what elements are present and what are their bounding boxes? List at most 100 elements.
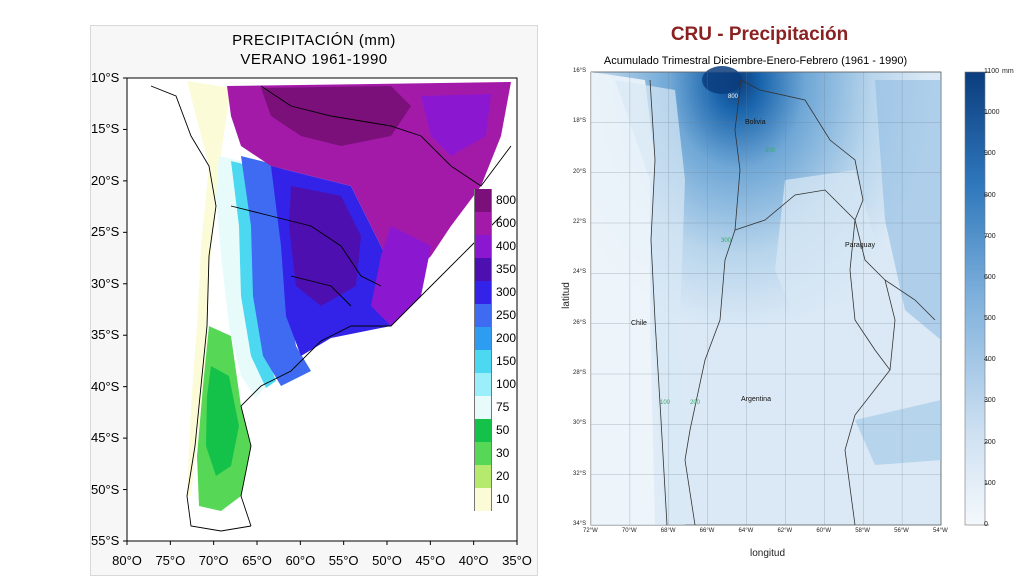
colorbar-tick-label: 100 [984,479,996,487]
legend-swatch [474,281,492,304]
lon-tick-label: 60°W [816,528,832,534]
legend-label: 10 [496,492,510,506]
right-ylabel: latitud [560,282,572,309]
right-borders [649,79,936,526]
lon-tick-label: 72°W [583,528,598,534]
colorbar-tick-label: 0 [984,521,988,528]
legend-label: 30 [496,446,510,460]
lat-tick-label: 28°S [573,370,587,376]
lon-tick-label: 65°O [242,553,272,568]
lat-tick-label: 34°S [573,521,587,527]
lon-tick-label: 45°O [415,553,446,568]
right-map-title: CRU - Precipitación [670,24,849,45]
colorbar-tick-label: 300 [984,397,996,405]
left-legend: 800 600 400 350 300 250 200 150 100 75 50 30 20 10 [474,189,534,539]
lat-tick-label: 24°S [573,269,587,276]
colorbar-tick-label: 800 [984,191,996,199]
left-map-subtitle: VERANO 1961-1990 [240,51,388,68]
colorbar-tick-label: 700 [984,232,996,240]
lon-tick-label: 68°W [660,528,676,534]
right-colorbar-unit: mm [1002,68,1014,75]
lat-tick-label: 10°S [91,70,120,85]
lon-tick-label: 60°O [285,553,316,568]
country-label-bolivia: Bolivia [745,119,766,126]
right-xlabel: longitud [750,548,786,559]
legend-swatch [474,327,492,350]
lat-tick-label: 50°S [91,481,120,497]
lon-tick-label: 55°O [328,553,359,568]
legend-swatch [474,396,492,419]
colorbar-tick-label: 500 [984,315,996,323]
lat-tick-label: 40°S [91,378,120,394]
lat-tick-label: 18°S [573,118,587,125]
legend-swatch [474,235,492,258]
left-coastlines [150,85,512,532]
country-label-chile: Chile [631,320,647,327]
legend-label: 300 [496,285,517,299]
lat-tick-label: 20°S [91,172,120,188]
right-map-canvas [590,66,989,526]
legend-swatch [474,419,492,442]
legend-label: 400 [496,239,517,253]
legend-label: 50 [496,423,510,437]
lon-tick-label: 40°O [458,553,489,568]
legend-label: 20 [496,469,510,483]
colorbar-tick-label: 1100 [984,68,1000,75]
left-ticks [123,77,518,545]
country-label-argentina: Argentina [741,396,771,403]
contour-label: 300 [721,238,732,244]
lon-tick-label: 64°W [738,528,754,534]
legend-swatch [474,189,492,212]
lon-tick-label: 80°O [112,553,142,568]
country-label-paraguay: Paraguay [845,242,875,249]
contour-label: 100 [660,400,671,406]
legend-label: 600 [496,216,517,230]
legend-swatch [474,350,492,373]
lat-tick-label: 45°S [91,430,120,446]
right-cru-map: CRU - Precipitación Acumulado Trimestral… [555,20,1024,576]
lat-tick-label: 25°S [91,224,120,240]
legend-swatch [474,373,492,396]
legend-label: 350 [496,262,517,276]
legend-swatch [474,465,492,488]
legend-label: 150 [496,354,517,368]
left-precipitation-map: PRECIPITACIÓN (mm) VERANO 1961-1990 [90,25,538,576]
legend-swatch [474,212,492,235]
legend-swatch [474,488,492,511]
lat-tick-label: 16°S [573,68,587,74]
contour-label: 500 [765,148,776,154]
lat-tick-label: 15°S [91,121,120,137]
legend-swatch [474,442,492,465]
lon-tick-label: 66°W [699,528,715,534]
lon-tick-label: 50°O [372,553,402,568]
lat-tick-label: 22°S [573,219,587,225]
lat-tick-label: 55°S [91,533,120,548]
legend-swatch [474,258,492,281]
legend-label: 200 [496,331,517,345]
right-colorbar [964,71,986,526]
lat-tick-label: 20°S [573,168,587,175]
legend-label: 75 [496,400,510,414]
legend-label: 800 [496,193,517,207]
colorbar-tick-label: 900 [984,150,996,158]
lat-tick-label: 35°S [91,327,120,343]
lat-tick-label: 32°S [573,470,587,477]
colorbar-tick-label: 200 [984,438,996,446]
lon-tick-label: 58°W [855,528,870,534]
lon-tick-label: 56°W [894,528,909,534]
left-map-canvas [123,77,518,545]
right-map-subtitle: Acumulado Trimestral Diciembre-Enero-Feb… [603,55,908,67]
lon-tick-label: 35°O [502,553,532,568]
lon-tick-label: 75°O [155,553,186,568]
lon-tick-label: 70°O [198,553,229,568]
lon-tick-label: 54°W [933,528,948,534]
legend-label: 100 [496,377,517,391]
lon-tick-label: 62°W [777,528,793,534]
lon-tick-label: 70°W [621,528,637,534]
legend-swatch [474,304,492,327]
contour-label: 200 [690,400,701,406]
lat-tick-label: 30°S [573,420,587,427]
colorbar-tick-label: 1000 [984,109,1000,117]
colorbar-tick-label: 600 [984,273,996,281]
legend-label: 250 [496,308,517,322]
